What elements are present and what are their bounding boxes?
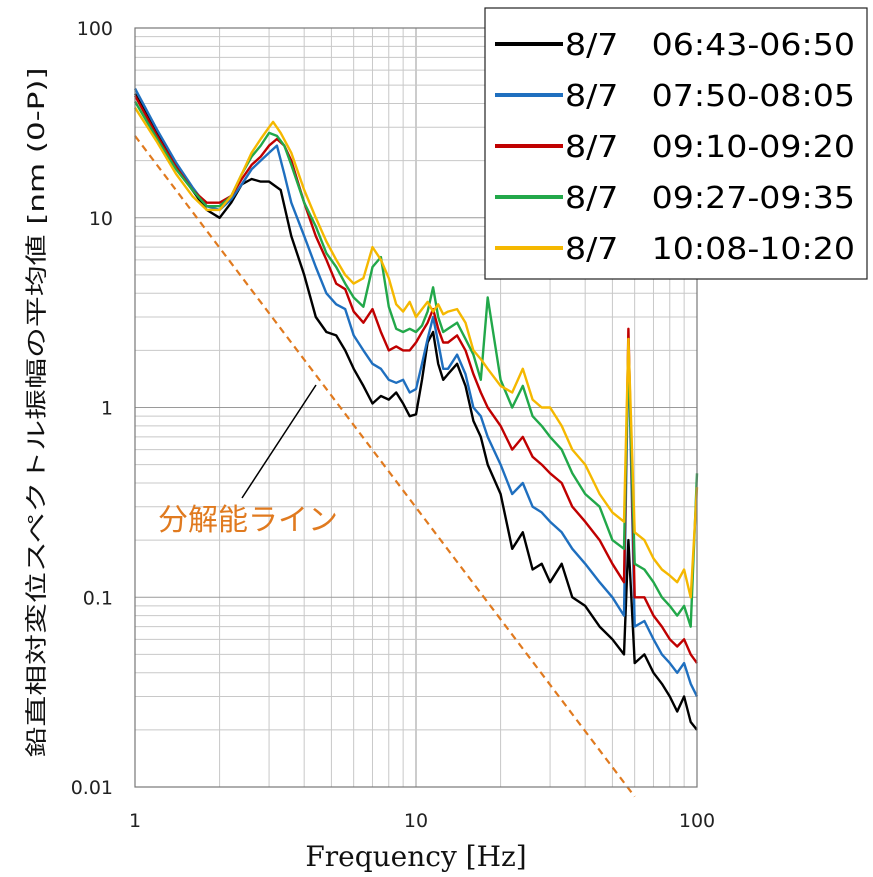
- y-tick-label: 1: [101, 398, 113, 420]
- y-tick-label: 10: [89, 208, 113, 230]
- legend-box: [484, 7, 868, 280]
- series-line-1: [133, 93, 698, 731]
- y-tick-label: 0.1: [83, 587, 113, 609]
- y-axis-label: 鉛直相対変位スペクトル振幅の平均値 [nm (0-P)]: [25, 68, 50, 758]
- series-line-2: [133, 87, 699, 698]
- legend-label-3: 8/7 09:10-09:20: [565, 130, 855, 165]
- annotation-leader-line: [241, 384, 317, 499]
- series-line-3: [133, 95, 698, 664]
- y-tick-label: 0.01: [71, 777, 113, 799]
- legend-label-5: 8/7 10:08-10:20: [565, 232, 855, 267]
- plot-frame: [134, 27, 698, 788]
- x-tick-label: 100: [679, 810, 715, 832]
- resolution-line-label: 分解能ライン: [158, 503, 338, 538]
- series-lines: [133, 87, 699, 731]
- x-axis-label: Frequency [Hz]: [305, 840, 526, 873]
- legend-label-1: 8/7 06:43-06:50: [565, 28, 855, 63]
- legend-label-4: 8/7 09:27-09:35: [565, 181, 855, 216]
- y-tick-label: 100: [77, 18, 113, 40]
- resolution-line: [134, 135, 636, 798]
- series-line-4: [133, 100, 699, 628]
- x-tick-label: 10: [404, 810, 428, 832]
- legend-label-2: 8/7 07:50-08:05: [565, 79, 855, 114]
- tick-labels: 1 10 100 100 10 1 0.1 0.01: [71, 18, 715, 832]
- series-line-5: [133, 107, 699, 599]
- resolution-line-annotation: 分解能ライン: [134, 135, 636, 798]
- legend: 8/7 06:43-06:50 8/7 07:50-08:05 8/7 09:10-…: [484, 7, 868, 280]
- x-tick-label: 1: [129, 810, 141, 832]
